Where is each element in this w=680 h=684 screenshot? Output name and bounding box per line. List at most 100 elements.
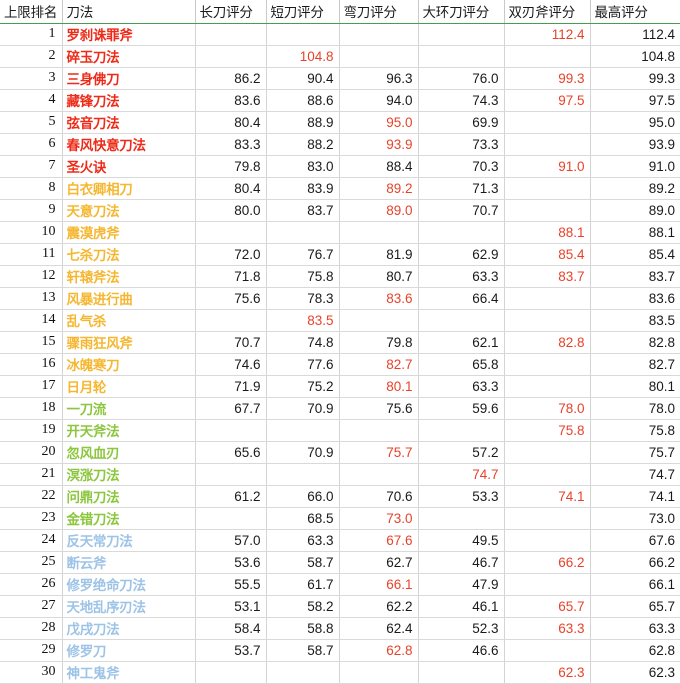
score-cell-s1: 71.8 bbox=[195, 265, 267, 288]
score-cell-s2: 70.9 bbox=[266, 397, 340, 420]
max-score-cell: 82.7 bbox=[590, 353, 680, 376]
score-cell-s3: 62.2 bbox=[339, 595, 419, 618]
max-score-cell: 74.1 bbox=[590, 485, 680, 508]
score-cell-s2: 104.8 bbox=[266, 45, 340, 68]
technique-name-cell: 反天常刀法 bbox=[62, 529, 196, 552]
column-header-rank[interactable]: 上限排名 bbox=[0, 0, 63, 24]
table-row: 22 问鼎刀法 61.2 66.0 70.6 53.3 74.1 74.1 bbox=[0, 485, 680, 508]
rank-cell: 19 bbox=[0, 419, 63, 442]
score-cell-s1: 70.7 bbox=[195, 331, 267, 354]
score-cell-s5 bbox=[504, 353, 591, 376]
max-score-cell: 104.8 bbox=[590, 45, 680, 68]
score-cell-s1 bbox=[195, 507, 267, 530]
technique-name-cell: 冰魄寒刀 bbox=[62, 353, 196, 376]
score-cell-s1: 74.6 bbox=[195, 353, 267, 376]
score-cell-s3: 81.9 bbox=[339, 243, 419, 266]
score-cell-s3: 82.7 bbox=[339, 353, 419, 376]
technique-name-cell: 藏锋刀法 bbox=[62, 89, 196, 112]
table-body: 1 罗刹诛罪斧 112.4 112.4 2 碎玉刀法 104.8 104.8 3 三身佛刀 86.2… bbox=[0, 23, 680, 684]
rank-cell: 18 bbox=[0, 397, 63, 420]
score-cell-s5: 63.3 bbox=[504, 617, 591, 640]
score-cell-s1: 80.0 bbox=[195, 199, 267, 222]
rank-cell: 13 bbox=[0, 287, 63, 310]
score-cell-s3: 89.0 bbox=[339, 199, 419, 222]
score-cell-s5: 99.3 bbox=[504, 67, 591, 90]
table-row: 7 圣火诀 79.8 83.0 88.4 70.3 91.0 91.0 bbox=[0, 155, 680, 178]
rank-cell: 4 bbox=[0, 89, 63, 112]
score-cell-s5 bbox=[504, 463, 591, 486]
score-cell-s1: 80.4 bbox=[195, 111, 267, 134]
max-score-cell: 112.4 bbox=[590, 23, 680, 46]
score-cell-s3: 75.7 bbox=[339, 441, 419, 464]
table-row: 17 日月轮 71.9 75.2 80.1 63.3 80.1 bbox=[0, 375, 680, 398]
score-cell-s3: 83.6 bbox=[339, 287, 419, 310]
column-header-greatringblade[interactable]: 大环刀评分 bbox=[418, 0, 505, 24]
column-header-shortblade[interactable]: 短刀评分 bbox=[266, 0, 340, 24]
column-header-name[interactable]: 刀法 bbox=[62, 0, 196, 24]
score-cell-s4: 62.1 bbox=[418, 331, 505, 354]
rank-cell: 26 bbox=[0, 573, 63, 596]
score-cell-s3: 62.4 bbox=[339, 617, 419, 640]
technique-name-cell: 开天斧法 bbox=[62, 419, 196, 442]
table-row: 5 弦音刀法 80.4 88.9 95.0 69.9 95.0 bbox=[0, 111, 680, 134]
score-cell-s3: 73.0 bbox=[339, 507, 419, 530]
score-cell-s3: 96.3 bbox=[339, 67, 419, 90]
table-row: 25 断云斧 53.6 58.7 62.7 46.7 66.2 66.2 bbox=[0, 551, 680, 574]
score-cell-s5 bbox=[504, 309, 591, 332]
score-cell-s2: 63.3 bbox=[266, 529, 340, 552]
rank-cell: 3 bbox=[0, 67, 63, 90]
technique-name-cell: 碎玉刀法 bbox=[62, 45, 196, 68]
score-cell-s3: 94.0 bbox=[339, 89, 419, 112]
score-cell-s4: 53.3 bbox=[418, 485, 505, 508]
score-cell-s4: 52.3 bbox=[418, 617, 505, 640]
rank-cell: 1 bbox=[0, 23, 63, 46]
technique-name-cell: 问鼎刀法 bbox=[62, 485, 196, 508]
score-cell-s3: 80.7 bbox=[339, 265, 419, 288]
score-cell-s2: 68.5 bbox=[266, 507, 340, 530]
technique-name-cell: 震漠虎斧 bbox=[62, 221, 196, 244]
column-header-curvedblade[interactable]: 弯刀评分 bbox=[339, 0, 419, 24]
score-cell-s1: 58.4 bbox=[195, 617, 267, 640]
score-cell-s5 bbox=[504, 529, 591, 552]
technique-name-cell: 天地乱序刃法 bbox=[62, 595, 196, 618]
table-row: 10 震漠虎斧 88.1 88.1 bbox=[0, 221, 680, 244]
score-cell-s4: 46.1 bbox=[418, 595, 505, 618]
score-cell-s5: 62.3 bbox=[504, 661, 591, 684]
score-cell-s1: 55.5 bbox=[195, 573, 267, 596]
table-row: 13 风暴进行曲 75.6 78.3 83.6 66.4 83.6 bbox=[0, 287, 680, 310]
max-score-cell: 85.4 bbox=[590, 243, 680, 266]
column-header-longblade[interactable]: 长刀评分 bbox=[195, 0, 267, 24]
technique-name-cell: 乱气杀 bbox=[62, 309, 196, 332]
rank-cell: 9 bbox=[0, 199, 63, 222]
max-score-cell: 83.5 bbox=[590, 309, 680, 332]
score-cell-s2: 58.2 bbox=[266, 595, 340, 618]
rank-cell: 8 bbox=[0, 177, 63, 200]
table-row: 9 天意刀法 80.0 83.7 89.0 70.7 89.0 bbox=[0, 199, 680, 222]
column-header-maxscore[interactable]: 最高评分 bbox=[590, 0, 680, 24]
score-cell-s4: 70.3 bbox=[418, 155, 505, 178]
score-cell-s5: 83.7 bbox=[504, 265, 591, 288]
table-row: 23 金错刀法 68.5 73.0 73.0 bbox=[0, 507, 680, 530]
score-cell-s2: 58.8 bbox=[266, 617, 340, 640]
table-header: 上限排名 刀法 长刀评分 短刀评分 弯刀评分 大环刀评分 双刃斧评分 最高评分 bbox=[0, 0, 680, 24]
score-cell-s1: 79.8 bbox=[195, 155, 267, 178]
table-row: 4 藏锋刀法 83.6 88.6 94.0 74.3 97.5 97.5 bbox=[0, 89, 680, 112]
technique-name-cell: 日月轮 bbox=[62, 375, 196, 398]
score-cell-s1 bbox=[195, 661, 267, 684]
max-score-cell: 99.3 bbox=[590, 67, 680, 90]
score-cell-s3: 93.9 bbox=[339, 133, 419, 156]
score-cell-s2: 61.7 bbox=[266, 573, 340, 596]
technique-name-cell: 风暴进行曲 bbox=[62, 287, 196, 310]
score-cell-s2 bbox=[266, 661, 340, 684]
technique-name-cell: 七杀刀法 bbox=[62, 243, 196, 266]
score-cell-s2: 70.9 bbox=[266, 441, 340, 464]
max-score-cell: 65.7 bbox=[590, 595, 680, 618]
score-cell-s5: 88.1 bbox=[504, 221, 591, 244]
rank-cell: 28 bbox=[0, 617, 63, 640]
score-cell-s4: 63.3 bbox=[418, 375, 505, 398]
column-header-doubleaxe[interactable]: 双刃斧评分 bbox=[504, 0, 591, 24]
score-cell-s4: 57.2 bbox=[418, 441, 505, 464]
table-row: 12 轩辕斧法 71.8 75.8 80.7 63.3 83.7 83.7 bbox=[0, 265, 680, 288]
score-cell-s5: 82.8 bbox=[504, 331, 591, 354]
